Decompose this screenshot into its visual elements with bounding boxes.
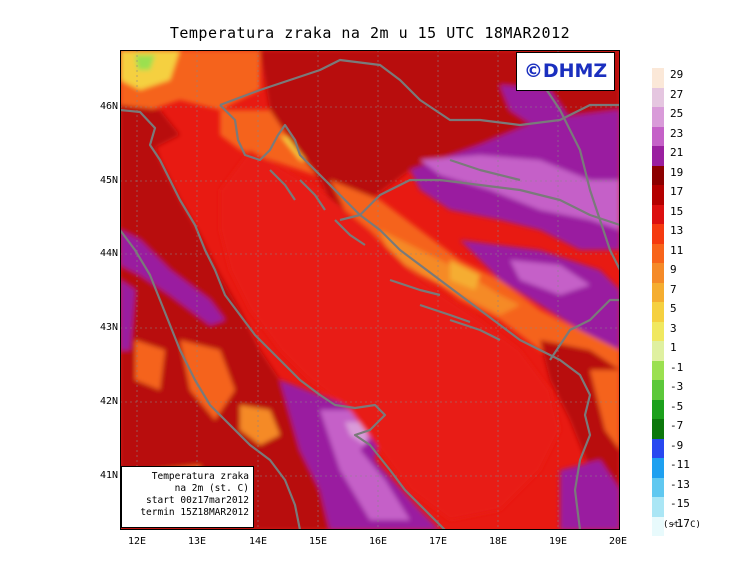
legend-label: 23 xyxy=(670,126,684,140)
legend-swatch xyxy=(652,165,664,185)
coastline xyxy=(120,58,620,530)
legend-label: -1 xyxy=(670,360,684,374)
legend-label: 19 xyxy=(670,165,684,179)
lon-label-14e: 14E xyxy=(248,536,268,547)
lon-label-20e: 20E xyxy=(608,536,628,547)
legend-swatch xyxy=(652,146,664,166)
map-title: Temperatura zraka na 2m u 15 UTC 18MAR20… xyxy=(169,24,571,42)
lon-label-17e: 17E xyxy=(428,536,448,547)
lat-label-46n: 46N xyxy=(99,101,118,112)
legend-swatch xyxy=(652,282,664,302)
dhmz-logo: ©DHMZ xyxy=(516,52,615,91)
legend-label: 17 xyxy=(670,185,684,198)
legend-label: 25 xyxy=(670,107,684,120)
legend-swatch xyxy=(652,516,664,536)
lon-label-15e: 15E xyxy=(308,536,328,547)
legend-label: -9 xyxy=(670,438,684,452)
legend-label: 29 xyxy=(670,68,684,81)
legend-swatch xyxy=(652,458,664,478)
lat-label-41n: 41N xyxy=(99,470,118,481)
info-line-4: termin 15Z18MAR2012 xyxy=(140,507,249,518)
lon-label-16e: 16E xyxy=(368,536,388,547)
lat-label-43n: 43N xyxy=(99,322,118,333)
info-line-3: start 00z17mar2012 xyxy=(146,495,249,506)
legend-swatch xyxy=(652,68,664,88)
legend-swatch xyxy=(652,224,664,244)
lon-label-18e: 18E xyxy=(488,536,508,547)
info-box: Temperatura zraka na 2m (st. C) start 00… xyxy=(121,466,254,528)
legend-label: -11 xyxy=(670,458,690,471)
legend-unit: (st. C) xyxy=(663,520,701,530)
legend-swatch xyxy=(652,107,664,127)
legend-label: 7 xyxy=(670,282,677,296)
lat-label-44n: 44N xyxy=(99,248,118,259)
legend-swatch xyxy=(652,419,664,439)
legend-label: -15 xyxy=(670,497,690,510)
legend-swatch xyxy=(652,243,664,263)
legend-swatch xyxy=(652,185,664,205)
legend-label: -17 xyxy=(670,516,690,530)
legend-swatch xyxy=(652,380,664,400)
lat-label-42n: 42N xyxy=(99,396,118,407)
lon-label-19e: 19E xyxy=(548,536,568,547)
legend-label: 1 xyxy=(670,341,677,354)
info-line-2: na 2m (st. C) xyxy=(174,483,249,494)
legend-swatch xyxy=(652,399,664,419)
legend-label: 3 xyxy=(670,321,677,335)
legend-swatch xyxy=(652,126,664,146)
legend-label: 21 xyxy=(670,146,684,159)
legend-swatch xyxy=(652,204,664,224)
legend-swatch xyxy=(652,497,664,517)
temperature-map xyxy=(120,50,620,530)
legend-swatch xyxy=(652,321,664,341)
legend-swatch xyxy=(652,477,664,497)
legend-swatch xyxy=(652,302,664,322)
legend-swatch xyxy=(652,87,664,107)
legend-label: 9 xyxy=(670,263,677,276)
lon-label-12e: 12E xyxy=(127,536,147,547)
legend-label: 11 xyxy=(670,243,684,257)
legend-swatch xyxy=(652,438,664,458)
legend-label: -3 xyxy=(670,380,684,393)
legend-swatch xyxy=(652,263,664,283)
legend-swatch xyxy=(652,360,664,380)
lat-label-45n: 45N xyxy=(99,175,118,186)
legend-label: -5 xyxy=(670,399,684,413)
legend-label: -7 xyxy=(670,419,684,432)
info-line-1: Temperatura zraka xyxy=(151,471,249,482)
legend-label: 15 xyxy=(670,204,684,218)
legend-label: 13 xyxy=(670,224,684,237)
legend-swatch xyxy=(652,341,664,361)
legend-label: 5 xyxy=(670,302,677,315)
lon-label-13e: 13E xyxy=(187,536,207,547)
legend-label: 27 xyxy=(670,87,684,101)
graticule xyxy=(120,50,620,530)
legend-label: -13 xyxy=(670,477,690,491)
